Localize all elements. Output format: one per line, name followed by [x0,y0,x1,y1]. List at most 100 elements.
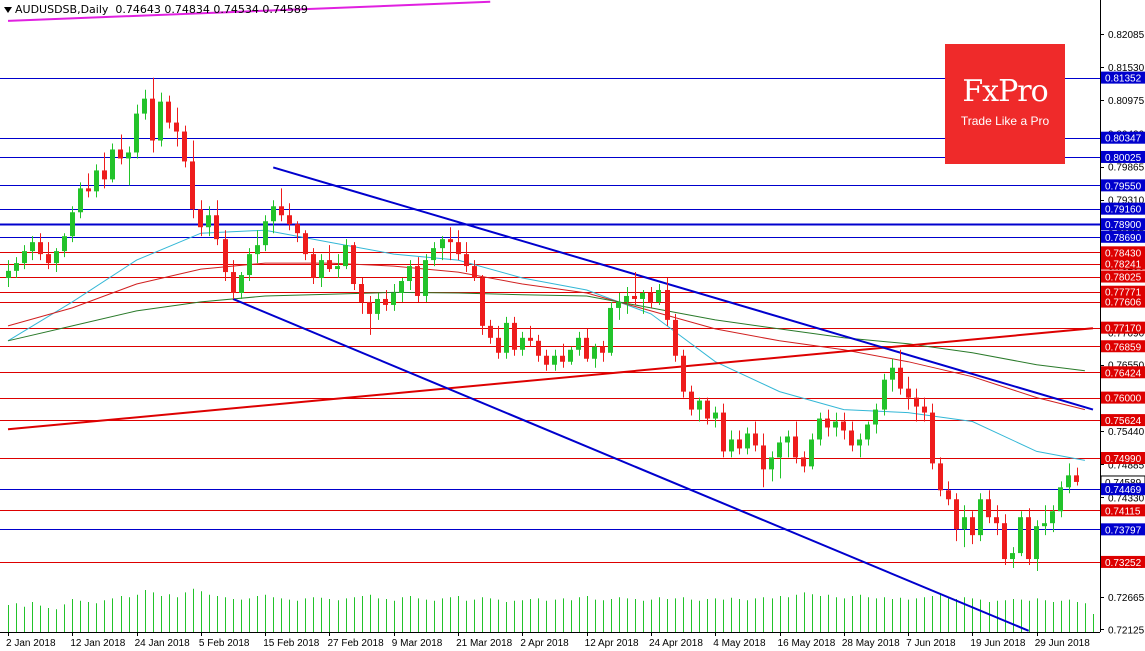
candle-body [190,161,195,210]
candle [166,95,171,129]
candle [1042,505,1047,536]
candle [600,340,605,362]
candle-body [271,206,276,222]
candle-body [319,260,324,279]
candle-body [560,355,565,362]
candle-body [158,101,163,141]
candle [504,316,509,359]
candle-body [359,284,364,302]
candle [223,230,228,282]
candle-body [833,421,838,428]
candle-body [801,457,806,467]
candle-body [624,295,629,302]
x-tick-label: 28 May 2018 [842,638,900,649]
candle-body [793,436,798,458]
x-tick-label: 29 Jun 2018 [1035,638,1090,649]
price-level-tag [1101,150,1145,163]
candle-body [407,266,412,282]
candle [1058,481,1063,518]
candle-body [914,397,919,407]
trendline-blue-upper [272,166,1094,411]
candle-body [536,340,541,356]
candle-body [946,490,951,500]
candle-body [440,239,445,249]
candle [480,275,485,335]
x-tick-label: 21 Mar 2018 [456,638,513,649]
candle-body [472,266,477,279]
candle [986,490,991,524]
candle [14,257,19,279]
candle [367,295,372,335]
price-level-tag-label: 0.77170 [1105,324,1142,335]
candle-body [632,295,637,299]
candle-body [930,412,935,464]
candle-body [1074,475,1079,482]
candle [745,427,750,455]
candle [809,433,814,470]
candle [705,397,710,425]
x-tick-label: 19 Jun 2018 [970,638,1025,649]
logo-tagline: Trade Like a Pro [960,114,1050,128]
candle-body [86,188,91,192]
candle-body [769,457,774,470]
y-tick-label: 0.82085 [1108,30,1145,41]
price-level-tag [1101,295,1145,308]
price-level-tag-label: 0.78430 [1105,248,1142,259]
candle [592,343,597,368]
price-level-tag [1101,285,1145,298]
candle-body [327,260,332,270]
candle [970,511,975,545]
candle [399,278,404,302]
candle-body [528,337,533,341]
candle [134,104,139,159]
candle-body [568,349,573,362]
candle-body [166,101,171,123]
candle [898,349,903,395]
candle-body [182,131,187,162]
candle [319,254,324,288]
candle [1074,467,1079,486]
candle-body [110,149,115,180]
x-tick-label: 2 Jan 2018 [6,638,56,649]
candle [327,245,332,273]
candle [174,107,179,147]
candle [472,260,477,282]
candle [86,173,91,198]
candle [303,230,308,261]
candle-body [648,292,653,302]
candle-body [198,209,203,228]
candle-body [431,248,436,261]
price-level-tag-label: 0.74469 [1105,485,1142,496]
price-level-tag-label: 0.77771 [1105,288,1142,299]
candle-body [391,292,396,305]
candle [914,388,919,422]
candle [656,284,661,305]
candle-body [673,319,678,356]
candle [689,385,694,416]
candle [640,289,645,314]
price-level-tag [1101,523,1145,536]
candle [1066,463,1071,494]
candle-body [415,266,420,296]
candle [198,200,203,237]
candle [496,325,501,359]
price-level-tag-label: 0.79550 [1105,181,1142,192]
candle-body [456,242,461,255]
candle-body [938,463,943,491]
collapse-triangle-icon[interactable] [4,7,12,13]
candle-body [849,430,854,446]
candle-body [231,272,236,293]
candle-body [102,170,107,180]
price-level-tag-label: 0.76859 [1105,342,1142,353]
price-level-tag-label: 0.80347 [1105,134,1142,145]
candle-body [544,355,549,365]
candle [456,230,461,261]
candle-body [721,412,726,452]
candle-body [745,433,750,449]
candle-body [383,298,388,305]
candle [648,287,653,308]
candle-body [640,292,645,299]
logo-brand: FxPro [962,74,1048,109]
candle [890,358,895,392]
